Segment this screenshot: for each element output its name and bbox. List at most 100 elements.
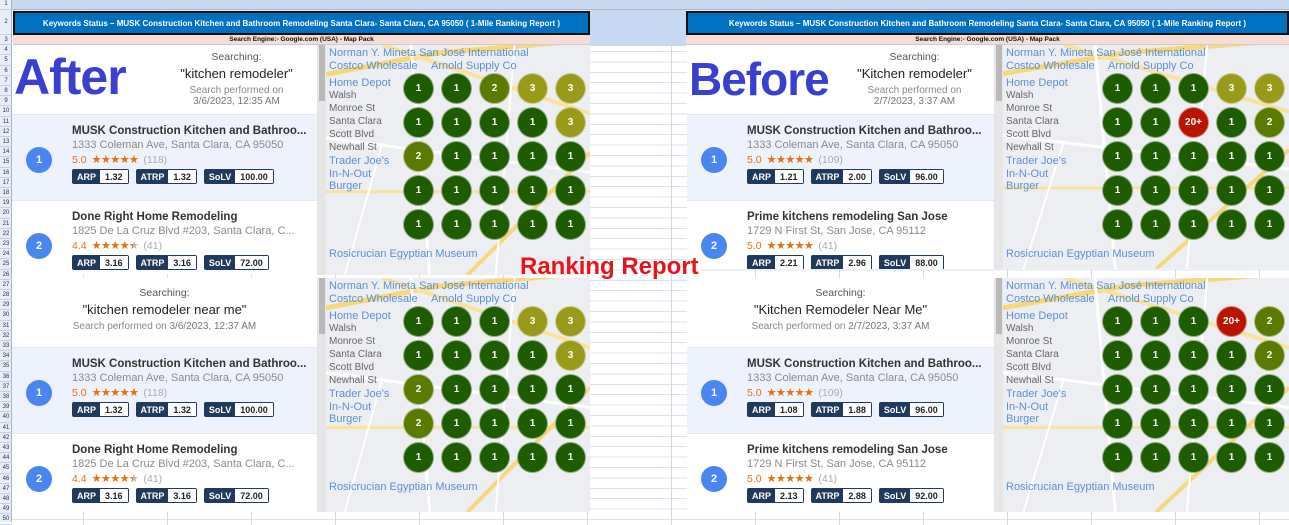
row-header[interactable]: 43 [0, 443, 12, 454]
grid-rank-marker[interactable]: 1 [479, 209, 510, 240]
row-header[interactable]: 39 [0, 402, 12, 413]
business-name[interactable]: Prime kitchens remodeling San Jose [747, 211, 948, 223]
grid-rank-marker[interactable]: 1 [403, 107, 434, 138]
grid-rank-marker[interactable]: 3 [555, 340, 586, 371]
grid-rank-marker[interactable]: 1 [517, 340, 548, 371]
business-name[interactable]: MUSK Construction Kitchen and Bathroo... [72, 125, 307, 137]
scrollbar[interactable] [995, 278, 1003, 512]
grid-rank-marker[interactable]: 1 [441, 340, 472, 371]
result-item[interactable]: 2 Done Right Home Remodeling 1825 De La Cr… [12, 201, 317, 275]
grid-rank-marker[interactable]: 1 [1216, 374, 1247, 405]
grid-rank-marker[interactable]: 1 [479, 107, 510, 138]
scrollbar[interactable] [318, 278, 326, 512]
row-header[interactable]: 10 [0, 106, 12, 117]
grid-rank-marker[interactable]: 1 [1102, 442, 1133, 473]
row-header[interactable]: 32 [0, 331, 12, 341]
scrollbar-thumb[interactable] [319, 278, 325, 334]
row-header[interactable]: 35 [0, 361, 12, 372]
result-item[interactable]: 2 Prime kitchens remodeling San Jose 1729 … [687, 201, 994, 269]
grid-rank-marker[interactable]: 2 [1254, 107, 1285, 138]
grid-rank-marker[interactable]: 1 [403, 73, 434, 104]
grid-rank-marker[interactable]: 1 [403, 442, 434, 473]
grid-rank-marker[interactable]: 1 [1254, 442, 1285, 473]
grid-rank-marker[interactable]: 1 [1102, 73, 1133, 104]
grid-rank-marker[interactable]: 1 [1102, 340, 1133, 371]
grid-rank-marker[interactable]: 1 [441, 141, 472, 172]
result-item[interactable]: 1 MUSK Construction Kitchen and Bathroo..… [687, 348, 994, 434]
scrollbar-thumb[interactable] [996, 278, 1002, 334]
map-view[interactable]: Norman Y. Mineta San José International H… [1003, 278, 1289, 512]
row-header[interactable]: 25 [0, 259, 12, 270]
row-header[interactable]: 12 [0, 127, 12, 137]
grid-rank-marker[interactable]: 1 [1216, 209, 1247, 240]
grid-rank-marker[interactable]: 1 [517, 209, 548, 240]
grid-rank-marker[interactable]: 1 [555, 175, 586, 206]
grid-rank-marker[interactable]: 1 [1140, 306, 1171, 337]
grid-rank-marker[interactable]: 1 [517, 408, 548, 439]
row-header[interactable]: 14 [0, 147, 12, 158]
grid-rank-marker[interactable]: 1 [1216, 107, 1247, 138]
grid-rank-marker[interactable]: 20+ [1178, 107, 1209, 138]
row-header[interactable]: 26 [0, 270, 12, 280]
row-header[interactable]: 2 [0, 10, 12, 35]
row-header[interactable]: 33 [0, 341, 12, 352]
row-header[interactable]: 30 [0, 310, 12, 321]
row-header[interactable]: 37 [0, 382, 12, 392]
grid-rank-marker[interactable]: 1 [1140, 374, 1171, 405]
grid-rank-marker[interactable]: 1 [441, 442, 472, 473]
row-header[interactable]: 44 [0, 453, 12, 464]
business-name[interactable]: Done Right Home Remodeling [72, 444, 238, 456]
business-name[interactable]: Prime kitchens remodeling San Jose [747, 444, 948, 456]
map-view[interactable]: Norman Y. Mineta San José International H… [326, 45, 590, 275]
scrollbar[interactable] [995, 45, 1003, 269]
grid-rank-marker[interactable]: 2 [1254, 340, 1285, 371]
grid-rank-marker[interactable]: 1 [1178, 408, 1209, 439]
grid-rank-marker[interactable]: 2 [403, 374, 434, 405]
grid-rank-marker[interactable]: 1 [441, 209, 472, 240]
grid-rank-marker[interactable]: 1 [1140, 408, 1171, 439]
grid-rank-marker[interactable]: 2 [403, 141, 434, 172]
row-header[interactable]: 11 [0, 117, 12, 127]
grid-rank-marker[interactable]: 20+ [1216, 306, 1247, 337]
row-header[interactable]: 23 [0, 239, 12, 250]
grid-rank-marker[interactable]: 1 [1178, 374, 1209, 405]
scrollbar[interactable] [318, 45, 326, 275]
row-header[interactable]: 31 [0, 321, 12, 331]
grid-rank-marker[interactable]: 1 [1102, 374, 1133, 405]
row-header[interactable]: 18 [0, 188, 12, 199]
row-header[interactable]: 49 [0, 504, 12, 515]
row-header[interactable]: 42 [0, 433, 12, 443]
grid-rank-marker[interactable]: 1 [479, 306, 510, 337]
grid-rank-marker[interactable]: 1 [1102, 306, 1133, 337]
business-name[interactable]: MUSK Construction Kitchen and Bathroo... [747, 125, 982, 137]
business-name[interactable]: Done Right Home Remodeling [72, 211, 238, 223]
row-header[interactable]: 36 [0, 372, 12, 382]
row-header[interactable]: 38 [0, 392, 12, 403]
result-item[interactable]: 1 MUSK Construction Kitchen and Bathroo..… [12, 348, 317, 434]
grid-rank-marker[interactable]: 1 [1140, 107, 1171, 138]
grid-rank-marker[interactable]: 1 [1178, 340, 1209, 371]
row-header[interactable]: 8 [0, 86, 12, 97]
grid-rank-marker[interactable]: 1 [1140, 340, 1171, 371]
grid-rank-marker[interactable]: 1 [441, 306, 472, 337]
row-header[interactable]: 41 [0, 423, 12, 433]
grid-rank-marker[interactable]: 1 [517, 442, 548, 473]
grid-rank-marker[interactable]: 1 [1102, 141, 1133, 172]
grid-rank-marker[interactable]: 1 [1216, 442, 1247, 473]
grid-rank-marker[interactable]: 1 [479, 408, 510, 439]
grid-rank-marker[interactable]: 1 [1178, 209, 1209, 240]
result-item[interactable]: 1 MUSK Construction Kitchen and Bathroo..… [687, 115, 994, 201]
grid-rank-marker[interactable]: 1 [1216, 141, 1247, 172]
grid-rank-marker[interactable]: 1 [1254, 175, 1285, 206]
grid-rank-marker[interactable]: 3 [517, 73, 548, 104]
grid-rank-marker[interactable]: 3 [555, 306, 586, 337]
row-header[interactable]: 40 [0, 412, 12, 423]
grid-rank-marker[interactable]: 1 [1102, 175, 1133, 206]
row-header[interactable]: 15 [0, 157, 12, 168]
row-header[interactable]: 29 [0, 300, 12, 311]
grid-rank-marker[interactable]: 1 [479, 442, 510, 473]
grid-rank-marker[interactable]: 1 [441, 408, 472, 439]
grid-rank-marker[interactable]: 1 [441, 107, 472, 138]
grid-rank-marker[interactable]: 1 [1178, 175, 1209, 206]
grid-rank-marker[interactable]: 1 [441, 73, 472, 104]
